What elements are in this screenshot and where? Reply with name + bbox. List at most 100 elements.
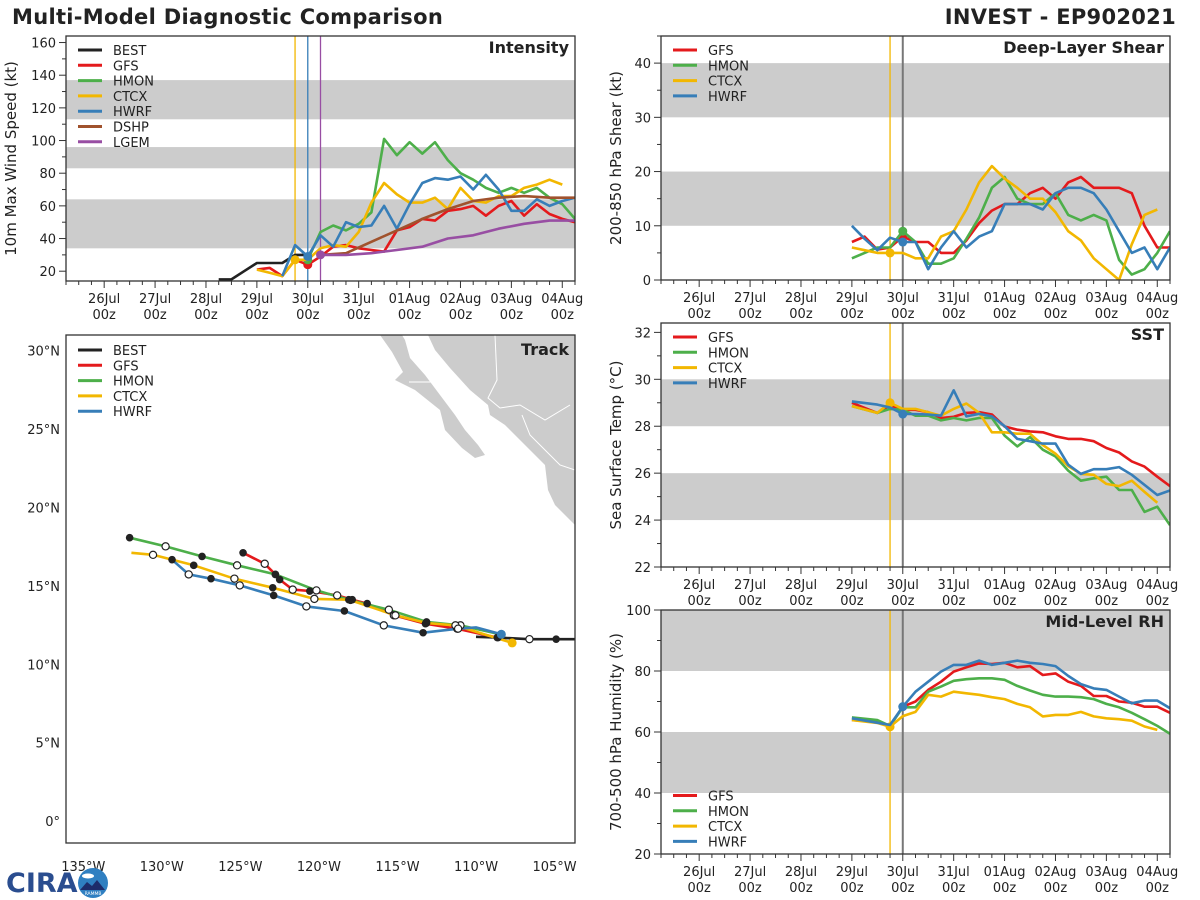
y-axis-label: 700-500 hPa Humidity (%) xyxy=(607,633,625,831)
y-tick-label: 80 xyxy=(39,167,56,182)
shaded-band xyxy=(661,473,1170,521)
legend-item-gfs: GFS xyxy=(78,59,139,74)
x-tick-label-hour: 00z xyxy=(789,307,813,322)
legend-item-ctcx: CTCX xyxy=(673,362,742,377)
initial-point-hwrf xyxy=(898,702,908,712)
x-tick-label-hour: 00z xyxy=(347,308,371,323)
x-tick-label-hour: 00z xyxy=(738,881,762,896)
panel-title: Track xyxy=(521,340,569,359)
series-line-ctcx xyxy=(851,690,1158,732)
panel-track: 135°W 130°W 125°W 120°W 115°W 110°W 105°W0°5°N… xyxy=(27,334,577,875)
y-tick-label: 24 xyxy=(634,514,651,529)
x-tick-label-hour: 00z xyxy=(891,881,915,896)
series-line-lgem xyxy=(320,219,575,257)
legend-label: BEST xyxy=(113,44,146,59)
y-tick-label: 120 xyxy=(31,102,56,117)
x-tick-label-hour: 00z xyxy=(92,308,116,323)
mainland-mexico-land xyxy=(428,335,575,525)
y-axis-label: 200-850 hPa Shear (kt) xyxy=(607,71,625,245)
x-tick-label-date: 01Aug xyxy=(984,291,1026,306)
lon-tick-label: 110°W xyxy=(454,860,498,875)
track-point-12z xyxy=(235,581,244,590)
x-tick-label-hour: 00z xyxy=(1146,307,1170,322)
legend-label: CTCX xyxy=(708,820,742,835)
legend-item-hmon: HMON xyxy=(78,375,154,390)
track-point-00z xyxy=(269,591,278,600)
x-tick-label-hour: 00z xyxy=(398,308,422,323)
series-group xyxy=(218,137,575,281)
x-tick-label-date: 01Aug xyxy=(389,292,431,307)
y-tick-label: 30 xyxy=(634,373,651,388)
legend-label: HMON xyxy=(113,375,154,390)
x-tick-label-date: 28Jul xyxy=(785,865,817,880)
panel-title: SST xyxy=(1131,325,1164,344)
y-tick-label: 32 xyxy=(634,326,651,341)
y-tick-label: 26 xyxy=(634,467,651,482)
x-tick-label-date: 30Jul xyxy=(887,865,919,880)
y-tick-label: 80 xyxy=(634,665,651,680)
initial-point-ctcx xyxy=(885,248,895,258)
track-point-00z xyxy=(268,583,277,592)
x-tick-label-date: 03Aug xyxy=(490,292,532,307)
y-axis-label: 10m Max Wind Speed (kt) xyxy=(2,61,20,256)
x-tick-label-date: 26Jul xyxy=(683,578,715,593)
legend-label: GFS xyxy=(708,790,734,805)
x-tick-label-date: 31Jul xyxy=(343,292,375,307)
y-tick-label: 100 xyxy=(31,135,56,150)
x-tick-label-date: 31Jul xyxy=(938,578,970,593)
legend-label: DSHP xyxy=(113,121,149,136)
track-point-12z xyxy=(525,634,534,644)
map-frame xyxy=(65,334,576,844)
legend-item-hwrf: HWRF xyxy=(78,405,152,420)
track-point-00z xyxy=(422,619,431,627)
legend-label: BEST xyxy=(113,344,146,359)
legend-label: HWRF xyxy=(708,377,747,392)
x-tick-label-hour: 00z xyxy=(789,594,813,609)
track-point-12z xyxy=(232,561,242,570)
lon-tick-label: 120°W xyxy=(297,860,341,875)
y-tick-label: 40 xyxy=(634,787,651,802)
x-tick-label-date: 31Jul xyxy=(938,291,970,306)
track-point-12z xyxy=(230,574,239,583)
legend-item-hwrf: HWRF xyxy=(78,105,152,120)
y-tick-label: 60 xyxy=(634,726,651,741)
x-tick-label-hour: 00z xyxy=(993,594,1017,609)
track-point-12z xyxy=(310,594,319,604)
x-tick-label-date: 02Aug xyxy=(1035,865,1077,880)
legend-label: GFS xyxy=(113,59,139,74)
track-point-00z xyxy=(271,570,280,579)
x-tick-label-date: 04Aug xyxy=(541,292,583,307)
series-group xyxy=(851,659,1170,735)
legend-label: GFS xyxy=(708,331,734,346)
series-line-hmon xyxy=(851,404,1170,526)
x-tick-label-hour: 00z xyxy=(1095,594,1119,609)
x-tick-label-date: 29Jul xyxy=(241,292,273,307)
x-tick-label-date: 02Aug xyxy=(440,292,482,307)
lat-tick-label: 5°N xyxy=(36,737,61,752)
x-tick-label-hour: 00z xyxy=(993,307,1017,322)
panel-title: Deep-Layer Shear xyxy=(1003,38,1164,57)
series-line-hmon xyxy=(851,676,1170,735)
y-tick-label: 20 xyxy=(634,848,651,863)
x-tick-label-date: 30Jul xyxy=(887,291,919,306)
track-point-00z xyxy=(168,555,176,564)
track-point-00z xyxy=(189,561,198,570)
track-point-12z xyxy=(161,542,170,551)
track-point-00z xyxy=(198,552,206,561)
initial-point-ctcx xyxy=(290,255,300,265)
x-tick-label-hour: 00z xyxy=(840,594,864,609)
legend-item-hmon: HMON xyxy=(673,805,749,820)
y-tick-label: 60 xyxy=(39,200,56,215)
legend-item-ctcx: CTCX xyxy=(673,820,742,835)
x-tick-label-hour: 00z xyxy=(687,594,711,609)
x-tick-label-date: 26Jul xyxy=(88,292,120,307)
y-tick-label: 20 xyxy=(634,166,651,181)
lat-tick-label: 15°N xyxy=(27,580,60,595)
legend-item-ctcx: CTCX xyxy=(673,75,742,90)
x-tick-label-date: 27Jul xyxy=(734,291,766,306)
series-line-ctcx xyxy=(851,164,1158,280)
legend-label: HMON xyxy=(708,805,749,820)
track-point-00z xyxy=(239,548,247,557)
x-tick-label-date: 29Jul xyxy=(836,578,868,593)
y-tick-label: 140 xyxy=(31,69,56,84)
